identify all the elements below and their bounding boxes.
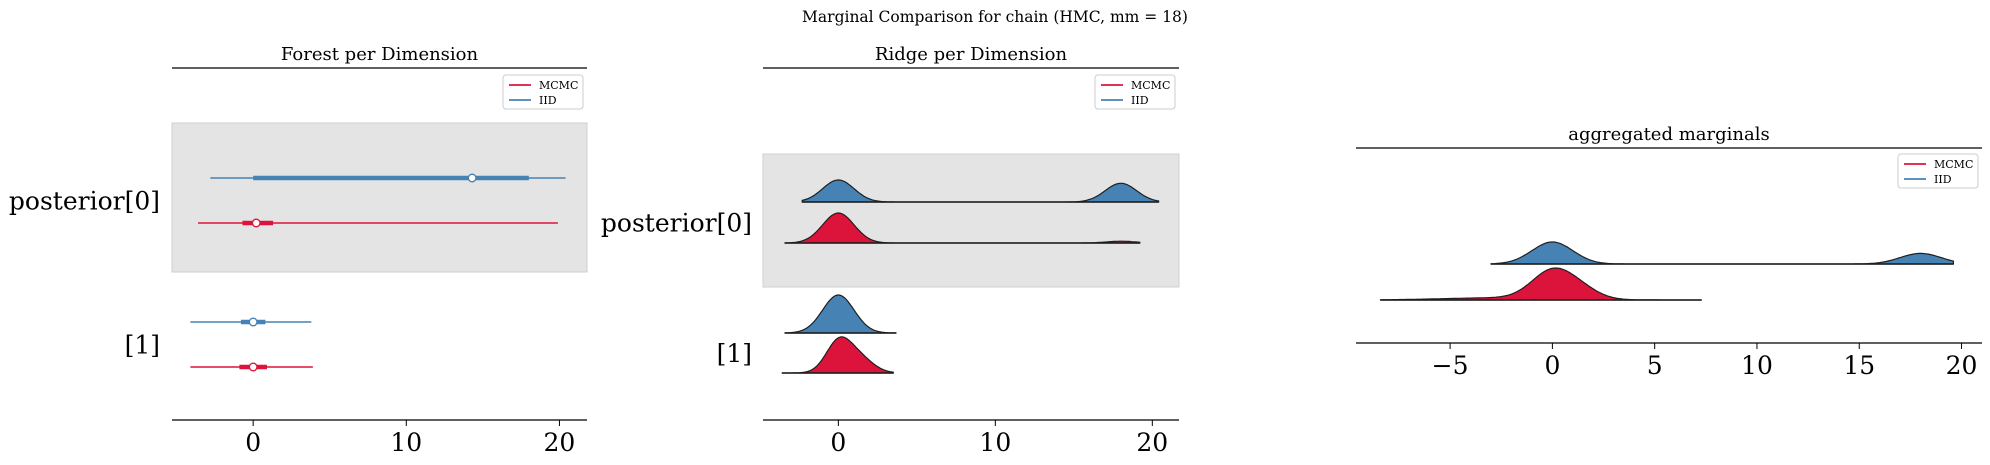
aggregated-panel: aggregated marginals −5 0 5 10 15 20 MCMC IID (1356, 124, 1982, 380)
legend-label-mcmc: MCMC (1131, 79, 1170, 92)
x-tick-label: 10 (979, 428, 1011, 457)
legend-label-mcmc: MCMC (539, 79, 578, 92)
legend: MCMC IID (1897, 153, 1979, 189)
row-label: [1] (717, 339, 752, 368)
forest-median-iid (248, 317, 258, 327)
x-tick-label: 10 (390, 428, 422, 457)
ridge-mcmc (1379, 267, 1702, 301)
forest-median-iid (467, 173, 477, 183)
x-tick-label: 20 (544, 428, 576, 457)
row-label: posterior[0] (9, 187, 160, 216)
legend-label-iid: IID (1131, 94, 1149, 107)
legend-label-iid: IID (539, 94, 557, 107)
row-band (171, 122, 588, 273)
legend-label-iid: IID (1934, 173, 1952, 186)
figure-title: Marginal Comparison for chain (HMC, mm =… (802, 8, 1188, 26)
x-tick-label: 0 (1544, 351, 1560, 380)
x-tick-label: 0 (830, 428, 846, 457)
row-band (762, 153, 1180, 288)
legend: MCMC IID (502, 74, 584, 110)
row-label: posterior[0] (601, 209, 752, 238)
panel-title: Ridge per Dimension (875, 44, 1068, 65)
ridge-iid (1490, 241, 1954, 265)
x-tick-label: 0 (245, 428, 261, 457)
panel-title: Forest per Dimension (281, 44, 479, 65)
forest-panel: Forest per Dimension posterior[0] [1] 0 10 20… (9, 44, 588, 457)
ridge-iid (784, 294, 897, 334)
legend-label-mcmc: MCMC (1934, 158, 1973, 171)
x-tick-label: 20 (1136, 428, 1168, 457)
x-tick-label: −5 (1432, 351, 1469, 380)
x-tick-label: 20 (1946, 351, 1978, 380)
x-tick-label: 15 (1843, 351, 1875, 380)
x-tick-label: 5 (1647, 351, 1663, 380)
forest-median-mcmc (251, 218, 261, 228)
panel-title: aggregated marginals (1568, 124, 1769, 145)
row-label: [1] (125, 331, 160, 360)
ridge-panel: Ridge per Dimension posterior[0] [1] 0 10 20 M… (601, 44, 1180, 457)
forest-median-mcmc (248, 362, 258, 372)
x-tick-label: 10 (1741, 351, 1773, 380)
ridge-mcmc (781, 336, 894, 374)
legend: MCMC IID (1094, 74, 1176, 110)
